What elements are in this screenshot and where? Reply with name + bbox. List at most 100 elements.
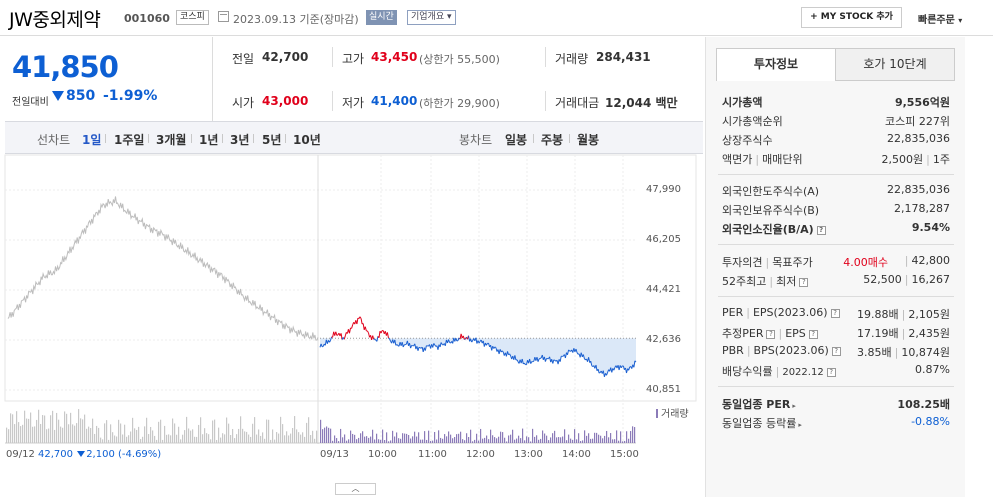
volume-bar: [484, 437, 486, 443]
volume-bar: [610, 433, 612, 443]
price-segment: [419, 347, 422, 349]
volume-bar: [572, 439, 574, 443]
price-segment: [626, 368, 629, 374]
price-segment: [456, 340, 459, 342]
volume-bar: [502, 432, 504, 443]
tab-order-book[interactable]: 호가 10단계: [835, 48, 955, 81]
price-segment: [564, 352, 567, 359]
price-segment: [485, 343, 488, 346]
volume-bar: [114, 435, 116, 443]
price-segment: [568, 349, 570, 352]
price-segment: [448, 339, 451, 343]
volume-bar: [270, 439, 272, 443]
quick-order-dropdown[interactable]: 빠른주문 ▾: [918, 15, 963, 26]
help-icon[interactable]: ?: [799, 278, 809, 287]
price-segment: [516, 359, 519, 362]
volume-bar: [102, 439, 104, 443]
chart-period-toolbar: 선차트 1일 1주일 3개월 1년 3년 5년 10년 봉차트 일봉 주봉 월봉: [5, 121, 703, 154]
volume-bar: [62, 427, 64, 443]
period-3m[interactable]: 3개월: [156, 133, 187, 147]
help-icon[interactable]: ?: [816, 226, 826, 235]
volume-bar: [188, 428, 190, 443]
volume-bar: [456, 434, 458, 443]
volume-bar: [132, 417, 134, 443]
volume-bar: [624, 440, 626, 443]
price-segment: [606, 372, 609, 376]
candle-monthly[interactable]: 월봉: [577, 133, 600, 147]
period-1w[interactable]: 1주일: [114, 133, 145, 147]
volume-bar: [380, 439, 382, 443]
volume-bar: [78, 409, 80, 443]
volume-bar: [142, 436, 144, 443]
volume-bar: [208, 434, 210, 443]
listed-shares-label: 상장주식수: [722, 134, 773, 147]
volume-bar: [230, 435, 232, 443]
volume-bar: [396, 432, 398, 443]
volume-bar: [240, 416, 242, 443]
volume-bar: [446, 436, 448, 443]
volume-bar: [254, 417, 256, 443]
volume-bar: [216, 439, 218, 443]
volume-bar: [426, 439, 428, 443]
volume-bar: [528, 437, 530, 443]
volume-bar: [14, 424, 16, 443]
industry-rate-label: 동일업종 등락률 ▸: [722, 417, 802, 430]
x-tick-label: 12:00: [466, 449, 495, 460]
chevron-up-icon: ︿: [351, 484, 360, 493]
price-segment: [402, 344, 405, 348]
volume-bar: [632, 426, 634, 443]
est-per-eps-label: 추정PER? | EPS?: [722, 325, 818, 341]
pbr-bps-value: 3.85배 | 10,874원: [857, 346, 950, 359]
help-icon[interactable]: ?: [830, 309, 840, 318]
volume-bar: [628, 438, 630, 443]
x-tick-label: 09/12: [6, 449, 35, 460]
help-icon[interactable]: ?: [826, 368, 836, 377]
collapse-chart-button[interactable]: ︿: [335, 483, 376, 495]
volume-bar: [274, 439, 276, 443]
volume-bar: [510, 434, 512, 443]
period-10y[interactable]: 10년: [293, 133, 321, 147]
help-icon[interactable]: ?: [808, 330, 818, 339]
volume-bar: [562, 436, 564, 443]
volume-bar: [410, 438, 412, 443]
prev-close: 42,700: [262, 50, 309, 64]
volume-bar: [262, 432, 264, 443]
help-icon[interactable]: ?: [831, 347, 841, 356]
price-segment: [376, 336, 379, 342]
realtime-button[interactable]: 실시간: [366, 10, 397, 25]
volume-bar: [594, 432, 596, 443]
company-overview-dropdown[interactable]: 기업개요 ▾: [407, 10, 456, 25]
volume-bar: [134, 428, 136, 443]
volume-bar: [558, 437, 560, 443]
volume-bar: [398, 438, 400, 443]
down-triangle-icon: [77, 451, 86, 457]
candle-daily[interactable]: 일봉: [505, 133, 528, 147]
volume-bar: [88, 426, 90, 443]
tab-investment-info[interactable]: 투자정보: [716, 48, 836, 81]
volume-bar: [616, 430, 618, 443]
period-1d[interactable]: 1일: [82, 133, 102, 147]
volume-bar: [126, 436, 128, 443]
volume-bar: [364, 436, 366, 443]
volume-bar: [246, 431, 248, 443]
volume-bar: [146, 417, 148, 443]
price-segment: [552, 359, 555, 364]
price-segment: [613, 367, 616, 371]
volume-bar: [326, 426, 328, 443]
volume-bar: [606, 430, 608, 443]
price-segment: [595, 364, 598, 371]
volume-bar: [630, 431, 632, 443]
volume-bar: [8, 429, 10, 443]
add-my-stock-button[interactable]: + MY STOCK 추가: [801, 7, 902, 28]
period-5y[interactable]: 5년: [262, 133, 282, 147]
volume-bar: [492, 435, 494, 443]
volume-bar: [524, 440, 526, 443]
volume-bar: [292, 427, 294, 443]
help-icon[interactable]: ?: [766, 330, 776, 339]
volume-bar: [30, 412, 32, 443]
candle-weekly[interactable]: 주봉: [541, 133, 564, 147]
period-1y[interactable]: 1년: [199, 133, 219, 147]
price-segment: [529, 358, 532, 364]
volume-bar: [100, 437, 102, 443]
period-3y[interactable]: 3년: [230, 133, 250, 147]
